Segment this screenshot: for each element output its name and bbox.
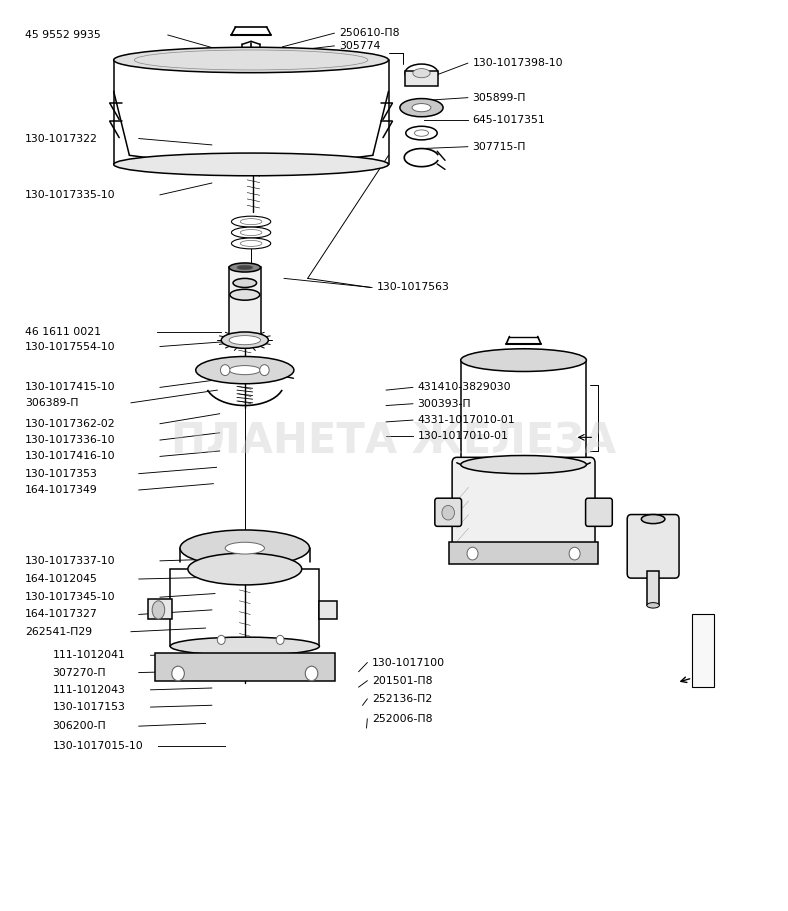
Ellipse shape xyxy=(225,542,265,554)
Ellipse shape xyxy=(641,515,665,524)
Text: 305774: 305774 xyxy=(339,41,381,51)
Text: 252006-П8: 252006-П8 xyxy=(372,714,433,724)
Text: 306389-П: 306389-П xyxy=(25,398,79,408)
Ellipse shape xyxy=(232,216,271,227)
Bar xyxy=(461,360,586,465)
Text: 164-1012045: 164-1012045 xyxy=(25,574,98,584)
Text: 45 9552 9935: 45 9552 9935 xyxy=(25,30,101,40)
Circle shape xyxy=(260,364,269,375)
Bar xyxy=(647,571,660,605)
Circle shape xyxy=(569,548,580,560)
Ellipse shape xyxy=(406,127,437,140)
Ellipse shape xyxy=(221,332,269,348)
Text: 130-1017554-10: 130-1017554-10 xyxy=(25,342,116,352)
Bar xyxy=(319,601,336,619)
Circle shape xyxy=(221,364,230,375)
Ellipse shape xyxy=(188,553,302,585)
Ellipse shape xyxy=(229,335,261,344)
Text: 306200-П: 306200-П xyxy=(53,722,106,732)
Text: 130-1017322: 130-1017322 xyxy=(25,134,98,144)
Text: 252136-П2: 252136-П2 xyxy=(372,694,433,704)
Text: 130-1017335-10: 130-1017335-10 xyxy=(25,189,116,200)
Text: 4331-1017010-01: 4331-1017010-01 xyxy=(418,415,515,425)
Text: 111-1012043: 111-1012043 xyxy=(53,685,125,695)
Text: 250610-П8: 250610-П8 xyxy=(339,28,400,38)
Text: 305899-П: 305899-П xyxy=(473,93,526,103)
Ellipse shape xyxy=(413,68,430,77)
Bar xyxy=(231,277,259,295)
Ellipse shape xyxy=(113,153,388,176)
Circle shape xyxy=(217,635,225,644)
Circle shape xyxy=(277,635,284,644)
Ellipse shape xyxy=(229,365,261,374)
FancyBboxPatch shape xyxy=(627,515,679,578)
Circle shape xyxy=(172,666,184,681)
Text: 130-1017345-10: 130-1017345-10 xyxy=(25,592,116,602)
Ellipse shape xyxy=(113,47,388,73)
Ellipse shape xyxy=(461,456,586,474)
Ellipse shape xyxy=(230,290,260,301)
Text: 130-1017010-01: 130-1017010-01 xyxy=(418,432,508,442)
Text: 130-1017362-02: 130-1017362-02 xyxy=(25,419,116,429)
Text: 130-1017100: 130-1017100 xyxy=(372,658,445,668)
Text: 431410-3829030: 431410-3829030 xyxy=(418,383,511,393)
Ellipse shape xyxy=(152,601,165,619)
Text: 307715-П: 307715-П xyxy=(473,142,526,152)
Ellipse shape xyxy=(232,227,271,238)
Ellipse shape xyxy=(233,279,257,288)
Ellipse shape xyxy=(232,238,271,249)
Text: 130-1017353: 130-1017353 xyxy=(25,468,98,478)
Bar xyxy=(113,60,388,164)
Circle shape xyxy=(442,506,455,520)
Ellipse shape xyxy=(195,356,294,384)
Text: 300393-П: 300393-П xyxy=(418,399,471,409)
Text: 130-1017563: 130-1017563 xyxy=(377,282,450,292)
Ellipse shape xyxy=(405,64,438,82)
Ellipse shape xyxy=(180,530,310,567)
Text: 111-1012041: 111-1012041 xyxy=(53,650,125,660)
Ellipse shape xyxy=(237,265,253,270)
Circle shape xyxy=(467,548,478,560)
Text: 46 1611 0021: 46 1611 0021 xyxy=(25,327,101,337)
FancyBboxPatch shape xyxy=(585,498,612,527)
Text: 130-1017416-10: 130-1017416-10 xyxy=(25,452,116,461)
Text: 130-1017153: 130-1017153 xyxy=(53,702,125,712)
Bar xyxy=(229,268,261,344)
Text: 130-1017336-10: 130-1017336-10 xyxy=(25,435,116,445)
Ellipse shape xyxy=(647,603,660,608)
Bar xyxy=(148,599,172,619)
Bar xyxy=(693,614,715,687)
FancyBboxPatch shape xyxy=(452,457,595,552)
FancyBboxPatch shape xyxy=(435,498,462,527)
Bar xyxy=(170,569,319,646)
Text: 130-1017015-10: 130-1017015-10 xyxy=(53,742,143,752)
Bar xyxy=(405,71,438,86)
Text: 262541-П29: 262541-П29 xyxy=(25,627,92,637)
Text: 130-1017337-10: 130-1017337-10 xyxy=(25,556,116,566)
Text: 201501-П8: 201501-П8 xyxy=(372,676,433,686)
Ellipse shape xyxy=(400,98,443,117)
Text: 307270-П: 307270-П xyxy=(53,668,106,678)
Ellipse shape xyxy=(461,349,586,372)
Bar xyxy=(449,542,598,565)
Text: 130-1017415-10: 130-1017415-10 xyxy=(25,383,116,393)
Ellipse shape xyxy=(412,104,431,112)
Text: 164-1017349: 164-1017349 xyxy=(25,485,98,495)
Ellipse shape xyxy=(170,637,319,655)
Circle shape xyxy=(305,666,318,681)
Bar xyxy=(154,653,335,681)
Text: 164-1017327: 164-1017327 xyxy=(25,609,98,619)
Text: 130-1017398-10: 130-1017398-10 xyxy=(473,58,563,68)
Ellipse shape xyxy=(229,263,261,272)
Text: 645-1017351: 645-1017351 xyxy=(473,116,545,126)
Text: ПЛАНЕТА ЖЕЛЕЗА: ПЛАНЕТА ЖЕЛЕЗА xyxy=(172,421,616,463)
